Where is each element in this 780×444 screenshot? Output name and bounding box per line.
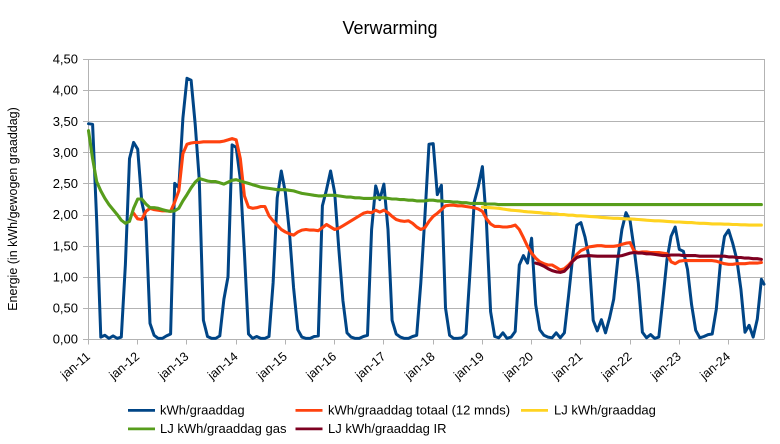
svg-text:4,00: 4,00	[53, 83, 78, 98]
svg-text:kWh/graaddag totaal (12 mnds): kWh/graaddag totaal (12 mnds)	[328, 403, 510, 418]
svg-text:3,50: 3,50	[53, 114, 78, 129]
svg-text:1,00: 1,00	[53, 269, 78, 284]
svg-text:LJ kWh/graaddag IR: LJ kWh/graaddag IR	[328, 421, 447, 436]
svg-text:4,50: 4,50	[53, 52, 78, 67]
svg-text:3,00: 3,00	[53, 145, 78, 160]
svg-text:LJ kWh/graaddag: LJ kWh/graaddag	[554, 403, 656, 418]
svg-text:2,00: 2,00	[53, 207, 78, 222]
svg-text:Verwarming: Verwarming	[342, 18, 437, 38]
svg-text:0,50: 0,50	[53, 301, 78, 316]
svg-text:Energie (in kWh/gewogen graadd: Energie (in kWh/gewogen graaddag)	[6, 107, 20, 311]
svg-text:LJ kWh/graaddag gas: LJ kWh/graaddag gas	[160, 421, 287, 436]
svg-text:1,50: 1,50	[53, 238, 78, 253]
svg-text:0,00: 0,00	[53, 332, 78, 347]
svg-text:kWh/graaddag: kWh/graaddag	[160, 403, 245, 418]
svg-text:2,50: 2,50	[53, 176, 78, 191]
